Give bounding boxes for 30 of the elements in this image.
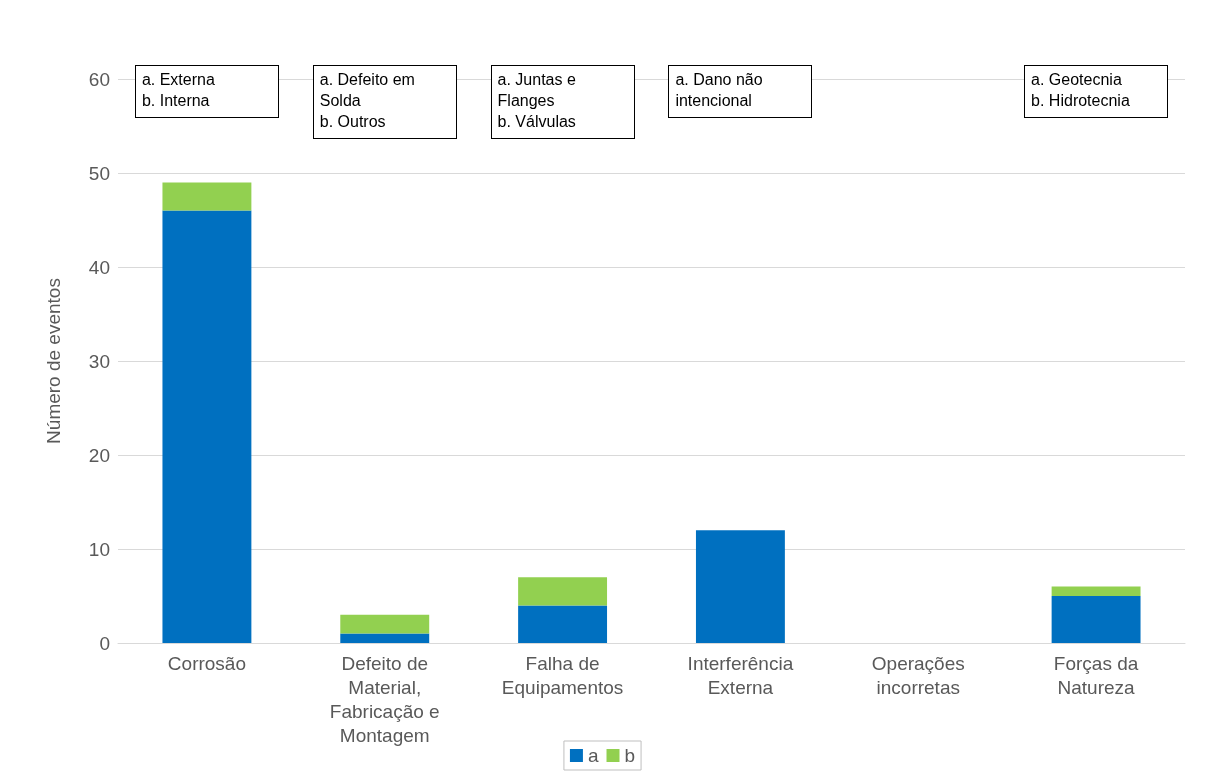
note-box: a. Juntas e Flanges b. Válvulas	[490, 65, 635, 139]
note-box: a. Geotecnia b. Hidrotecnia	[1024, 65, 1169, 118]
x-tick-label: Falha de Equipamentos	[501, 652, 624, 698]
y-tick-label: 0	[99, 632, 110, 654]
y-tick-label: 60	[88, 68, 110, 90]
y-tick-label: 40	[88, 256, 110, 278]
note-box: a. Dano não intencional	[668, 65, 813, 118]
bar	[340, 614, 430, 634]
x-tick-label: Forças da Natureza	[1053, 652, 1139, 698]
bar	[518, 605, 608, 643]
y-tick-label: 50	[88, 162, 110, 184]
x-tick-label: Operações incorretas	[871, 652, 965, 698]
bar	[162, 182, 252, 211]
bar	[695, 530, 785, 643]
x-tick-label: Corrosão	[167, 652, 246, 674]
bar	[518, 577, 608, 606]
legend-label: a	[587, 745, 599, 766]
x-tick-label: Interferência Externa	[687, 652, 794, 698]
y-tick-label: 10	[88, 538, 110, 560]
bar	[162, 210, 252, 643]
bar	[1051, 586, 1141, 596]
y-tick-label: 20	[88, 444, 110, 466]
y-axis-title: Número de eventos	[43, 278, 64, 444]
bar	[340, 633, 430, 643]
note-box: a. Defeito em Solda b. Outros	[312, 65, 457, 139]
y-tick-label: 30	[88, 350, 110, 372]
bar	[1051, 596, 1141, 643]
legend-label: b	[624, 745, 636, 766]
note-box: a. Externa b. Interna	[134, 65, 279, 118]
x-tick-label: Defeito de Material, Fabricação e Montagem	[329, 652, 440, 746]
